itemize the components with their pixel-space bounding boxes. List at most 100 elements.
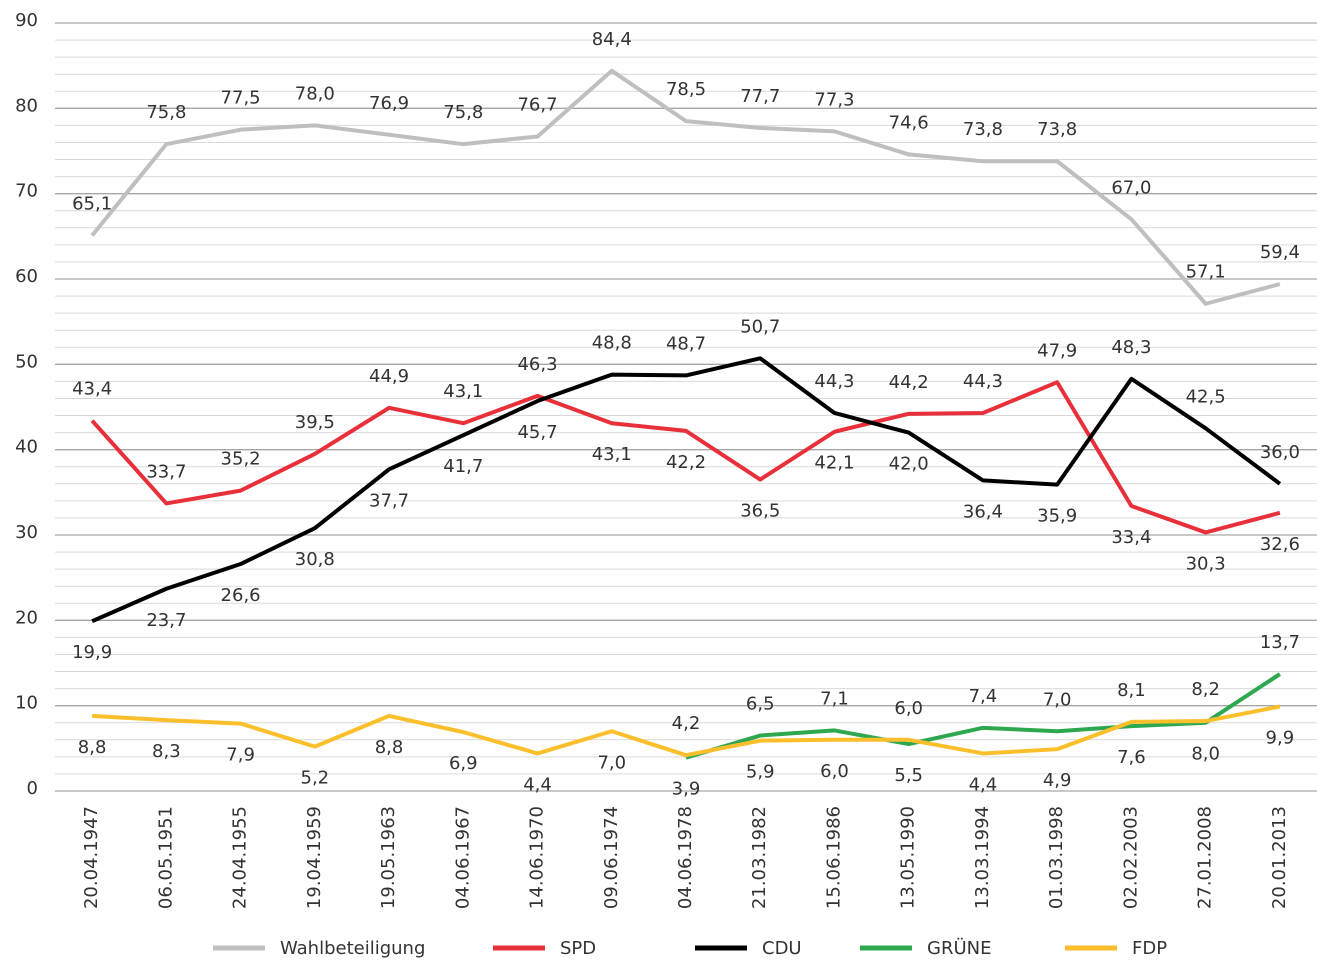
data-label: 77,3 xyxy=(814,89,854,110)
x-tick-label: 06.05.1951 xyxy=(155,806,176,909)
series-line xyxy=(91,356,1282,624)
data-label: 42,0 xyxy=(889,454,929,475)
y-tick-label: 20 xyxy=(15,607,38,628)
y-tick-label: 0 xyxy=(27,778,38,799)
y-tick-label: 60 xyxy=(15,266,38,287)
series-line xyxy=(92,704,1281,758)
data-label: 48,3 xyxy=(1111,337,1151,358)
data-label: 44,2 xyxy=(889,372,929,393)
data-label: 6,0 xyxy=(820,761,849,782)
data-label: 76,9 xyxy=(369,93,409,114)
data-label: 36,5 xyxy=(740,501,780,522)
data-label: 35,9 xyxy=(1037,506,1077,527)
data-label: 8,8 xyxy=(375,737,404,758)
x-tick-label: 14.06.1970 xyxy=(527,806,548,909)
data-label: 43,1 xyxy=(592,444,632,465)
legend-label: SPD xyxy=(560,938,596,959)
x-tick-label: 09.06.1974 xyxy=(601,806,622,909)
data-label: 8,0 xyxy=(1191,744,1220,765)
data-label: 4,9 xyxy=(1043,770,1072,791)
data-label: 8,3 xyxy=(152,741,181,762)
data-label: 9,9 xyxy=(1266,728,1295,749)
x-tick-label: 04.06.1978 xyxy=(675,806,696,909)
data-label: 74,6 xyxy=(889,112,929,133)
data-label: 41,7 xyxy=(443,456,483,477)
data-label: 47,9 xyxy=(1037,340,1077,361)
data-label: 5,2 xyxy=(301,768,330,789)
data-label: 6,5 xyxy=(746,694,775,715)
data-label: 4,2 xyxy=(672,713,701,734)
data-label: 78,5 xyxy=(666,79,706,100)
data-label: 3,9 xyxy=(672,779,701,800)
data-label: 84,4 xyxy=(592,29,632,50)
data-label: 6,0 xyxy=(894,698,923,719)
y-tick-label: 40 xyxy=(15,437,38,458)
y-tick-label: 80 xyxy=(15,95,38,116)
data-label: 35,2 xyxy=(221,449,261,470)
data-label: 67,0 xyxy=(1111,177,1151,198)
data-label: 4,4 xyxy=(523,774,552,795)
x-tick-label: 20.01.2013 xyxy=(1269,806,1290,909)
data-label: 59,4 xyxy=(1260,242,1300,263)
data-label: 33,7 xyxy=(146,461,186,482)
data-label: 73,8 xyxy=(963,119,1003,140)
data-label: 30,3 xyxy=(1186,553,1226,574)
data-label: 43,4 xyxy=(72,379,112,400)
x-tick-label: 01.03.1998 xyxy=(1046,806,1067,909)
x-tick-label: 20.04.1947 xyxy=(81,806,102,909)
legend-label: CDU xyxy=(762,938,802,959)
data-label: 75,8 xyxy=(146,102,186,123)
data-label: 6,9 xyxy=(449,753,478,774)
data-label: 5,5 xyxy=(894,765,923,786)
data-label: 44,3 xyxy=(814,371,854,392)
data-label: 57,1 xyxy=(1186,262,1226,283)
data-label: 76,7 xyxy=(517,94,557,115)
data-label: 7,9 xyxy=(226,745,255,766)
legend-label: FDP xyxy=(1132,938,1167,959)
data-label: 30,8 xyxy=(295,549,335,570)
data-label: 50,7 xyxy=(740,316,780,337)
data-label: 75,8 xyxy=(443,102,483,123)
x-tick-label: 19.04.1959 xyxy=(304,806,325,909)
y-tick-label: 90 xyxy=(15,10,38,31)
data-label: 8,1 xyxy=(1117,680,1146,701)
data-label: 7,0 xyxy=(597,752,626,773)
data-label: 42,2 xyxy=(666,452,706,473)
data-label: 8,8 xyxy=(78,737,107,758)
data-label: 45,7 xyxy=(517,422,557,443)
y-tick-label: 10 xyxy=(15,693,38,714)
x-tick-label: 15.06.1986 xyxy=(823,806,844,909)
data-label: 48,8 xyxy=(592,333,632,354)
data-label: 7,1 xyxy=(820,688,849,709)
data-label: 42,1 xyxy=(814,453,854,474)
data-label: 36,0 xyxy=(1260,442,1300,463)
x-tick-label: 19.05.1963 xyxy=(378,806,399,909)
y-tick-label: 30 xyxy=(15,522,38,543)
data-label: 26,6 xyxy=(221,585,261,606)
data-label: 73,8 xyxy=(1037,119,1077,140)
data-label: 36,4 xyxy=(963,501,1003,522)
data-label: 77,5 xyxy=(221,88,261,109)
data-label: 19,9 xyxy=(72,642,112,663)
data-label: 78,0 xyxy=(295,83,335,104)
data-label: 7,6 xyxy=(1117,747,1146,768)
data-label: 8,2 xyxy=(1191,679,1220,700)
data-label: 32,6 xyxy=(1260,534,1300,555)
data-label: 7,4 xyxy=(969,686,998,707)
data-label: 65,1 xyxy=(72,193,112,214)
data-label: 46,3 xyxy=(517,354,557,375)
data-label: 13,7 xyxy=(1260,632,1300,653)
x-tick-label: 27.01.2008 xyxy=(1195,806,1216,909)
data-label: 77,7 xyxy=(740,86,780,107)
legend-label: Wahlbeteiligung xyxy=(280,938,425,959)
data-label: 4,4 xyxy=(969,774,998,795)
data-label: 43,1 xyxy=(443,381,483,402)
y-tick-label: 70 xyxy=(15,181,38,202)
data-label: 33,4 xyxy=(1111,527,1151,548)
data-label: 44,3 xyxy=(963,371,1003,392)
data-label: 23,7 xyxy=(146,610,186,631)
y-tick-label: 50 xyxy=(15,351,38,372)
x-tick-label: 13.03.1994 xyxy=(972,806,993,909)
x-tick-label: 04.06.1967 xyxy=(452,806,473,909)
